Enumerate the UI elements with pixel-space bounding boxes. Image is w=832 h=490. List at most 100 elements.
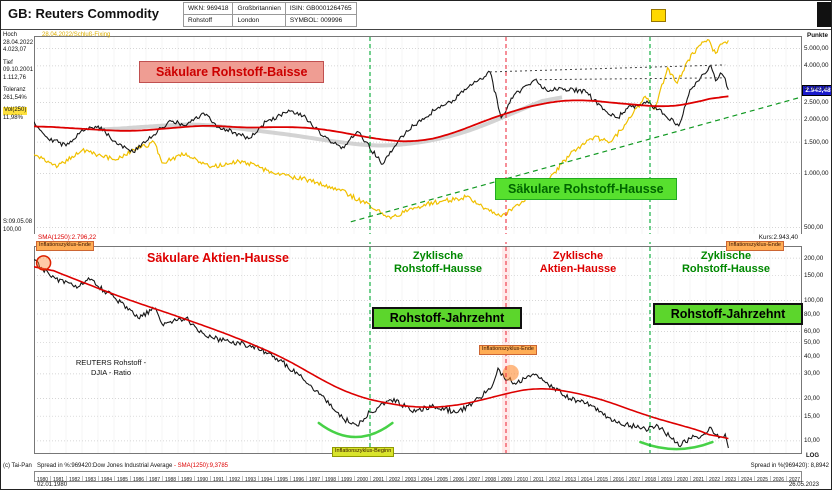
price-axis-column: Punkte 2.943,48 LOG 5.000,00 4.000,00 3.00… [802,29,831,461]
time-axis[interactable]: 1980 1981 1982 1983 1984 1985 1986 1987 1988 1989… [34,471,802,482]
inflation-cycle-begin-badge: Inflationszyklus-Beginn [332,447,395,457]
year-label: 1983 [83,476,99,481]
year-label: 2005 [435,476,451,481]
tief-value: 1.112,76 [3,74,26,81]
signal-date-label: S:09.05.08 [3,219,33,225]
ratio-axis-tick: 200,00 [804,254,824,262]
ratio-axis-tick: 20,00 [804,395,820,403]
toleranz-label: Toleranz [3,87,26,93]
year-label: 1984 [99,476,115,481]
hoch-value: 4.023,07 [3,47,27,53]
aktien-hausse-label: Säkulare Aktien-Hausse [147,251,289,265]
cycle-2-line2: Aktien-Hausse [539,263,617,275]
price-axis-tick: 2.500,00 [804,98,829,106]
decade-box-1: Rohstoff-Jahrzehnt [372,307,522,329]
ratio-axis-tick: 15,00 [804,412,820,420]
baisse-annotation-box: Säkulare Rohstoff-Baisse [139,61,325,83]
year-label: 2022 [707,476,723,481]
price-axis-tick: 2.000,00 [804,116,829,124]
chart-area[interactable] [34,29,802,461]
year-label: 1986 [131,476,147,481]
year-label: 2004 [419,476,435,481]
year-label: 1994 [259,476,275,481]
year-label: 1980 [35,476,51,481]
year-label: 2012 [547,476,563,481]
kurs-value-label: Kurs:2.943,40 [758,234,798,241]
start-date-label: 02.01.1980 [37,482,68,488]
info-symbol: SYMBOL: 009996 [284,14,357,27]
instrument-title: GB: Reuters Commodity [8,6,159,21]
year-label: 2001 [371,476,387,481]
cycle-2-line1: Zyklische [552,250,604,262]
year-label: 2020 [675,476,691,481]
year-label: 2019 [659,476,675,481]
year-label: 1991 [211,476,227,481]
ratio-axis-tick: 100,00 [804,296,824,304]
inflation-cycle-end-badge-3: Inflationszyklus-Ende [726,241,784,251]
ratio-axis-tick: 50,00 [804,339,820,347]
cycle-3-line2: Rohstoff-Hausse [681,263,770,275]
year-label: 1987 [147,476,163,481]
last-price-tag: 2.943,48 [802,85,831,97]
year-label: 2011 [531,476,547,481]
year-label: 2025 [755,476,771,481]
spread-right-label: Spread in %(969420): 8,8942 [750,463,829,469]
year-label: 2024 [739,476,755,481]
info-exchange: London [232,14,286,27]
year-label: 1998 [323,476,339,481]
price-axis-tick: 500,00 [804,224,824,232]
hausse-annotation-box: Säkulare Rohstoff-Hausse [495,178,677,200]
year-label: 2023 [723,476,739,481]
year-label: 2006 [451,476,467,481]
year-label: 1999 [339,476,355,481]
cycle-label-3: Zyklische Rohstoff-Hausse [660,250,792,276]
year-label: 2010 [515,476,531,481]
tief-label: Tief [3,59,13,66]
year-label: 2016 [611,476,627,481]
ratio-axis-tick: 10,00 [804,437,820,445]
price-axis-tick: 3.000,00 [804,84,829,92]
price-axis-tick: 4.000,00 [804,62,829,70]
year-label: 2015 [595,476,611,481]
year-label: 2013 [563,476,579,481]
chart-canvas[interactable] [34,29,802,461]
spread-left-black: Spread in %:969420:Dow Jones Industrial … [37,463,173,469]
year-label: 2027 [787,476,801,481]
inflation-cycle-end-badge-1: Inflationszyklus-Ende [36,241,94,251]
cycle-1-line1: Zyklische [412,250,464,262]
year-label: 2018 [643,476,659,481]
cycle-label-1: Zyklische Rohstoff-Hausse [372,250,504,276]
inflation-cycle-end-badge-2: Inflationszyklus-Ende [479,345,537,355]
spread-left-red: - SMA(1250):9,3785 [173,463,229,469]
year-label: 2008 [483,476,499,481]
vol-value: 11,98% [3,114,23,121]
ratio-axis-tick: 80,00 [804,310,820,318]
year-label: 1997 [307,476,323,481]
year-label: 2002 [387,476,403,481]
base-value-label: 100,00 [3,227,22,233]
ratio-axis-tick: 40,00 [804,352,820,360]
info-type: Rohstoff [182,14,234,27]
vol-label: Vol(250) [3,107,28,115]
year-label: 1981 [51,476,67,481]
info-country: Großbritannien [232,2,286,15]
logo-box [817,2,831,27]
price-axis-tick: 1.000,00 [804,170,829,178]
ratio-axis-tick: 30,00 [804,370,820,378]
year-label: 2007 [467,476,483,481]
cycle-1-line2: Rohstoff-Hausse [393,263,482,275]
tief-date: 09.10.2001 [3,67,34,73]
cycle-label-2: Zyklische Aktien-Hausse [512,250,644,276]
axis-title-punkte: Punkte [807,32,828,39]
year-label: 1989 [179,476,195,481]
spread-left-label: Spread in %:969420:Dow Jones Industrial … [37,463,228,469]
ratio-axis-tick: 150,00 [804,272,824,280]
year-label: 2003 [403,476,419,481]
year-label: 1993 [243,476,259,481]
info-wkn: WKN: 969418 [182,2,234,15]
year-label: 1995 [275,476,291,481]
sma-value-label: SMA(1250):2.796,22 [38,234,97,241]
year-label: 2000 [355,476,371,481]
ratio-label-line2: DJIA - Ratio [90,367,131,377]
